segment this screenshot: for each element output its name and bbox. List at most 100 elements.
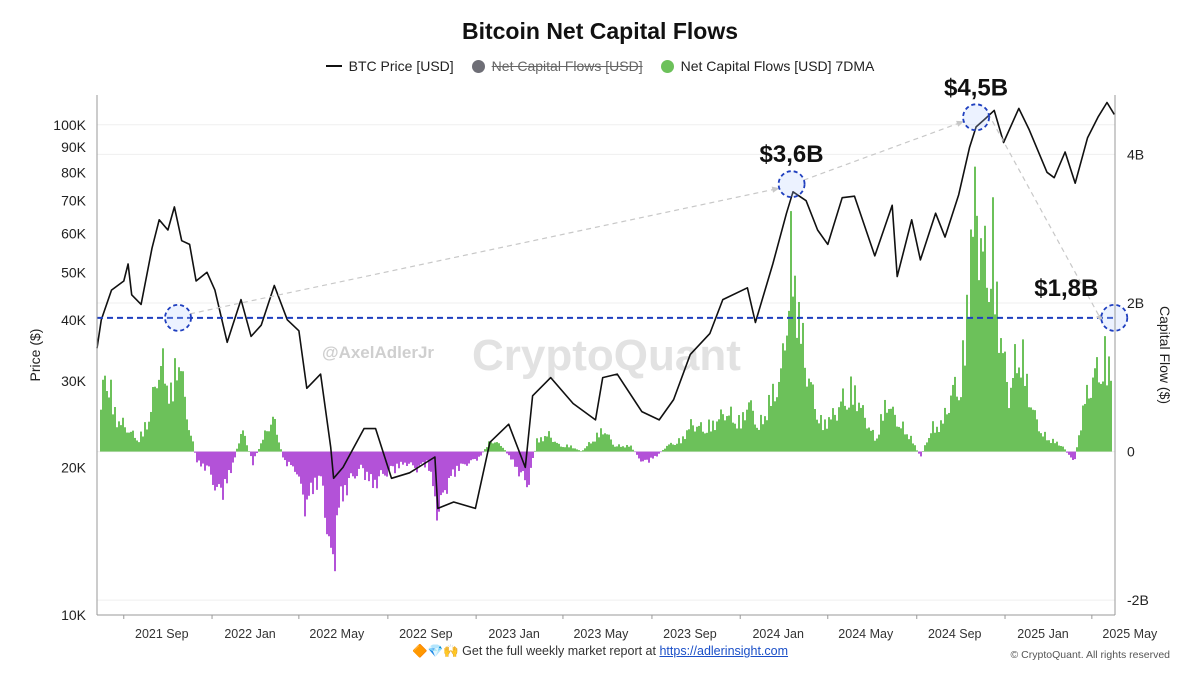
flow-bar [482,451,484,453]
flow-bar [1028,407,1030,452]
flow-bar [654,451,656,456]
flow-bar [872,429,874,452]
flow-bar [350,451,352,474]
flow-bar [506,451,508,454]
flow-bar [528,451,530,485]
flow-bar [498,443,500,452]
flow-bar [818,423,820,452]
flow-bar [408,451,410,464]
flow-bar [928,438,930,452]
flow-bar [668,444,670,452]
flow-bar [152,387,154,452]
x-tick-label: 2025 Jan [1017,627,1068,641]
flow-bar [966,294,968,452]
y-right-tick-label: 2B [1127,295,1144,311]
flow-bar [804,367,806,452]
flow-bar [628,446,630,452]
flow-bar [280,449,282,452]
flow-bar [658,451,660,454]
flow-bar [166,385,168,452]
flow-bar [958,400,960,452]
flow-bar [324,451,326,518]
flow-bar [836,420,838,452]
flow-bar [380,451,382,471]
flow-bar [590,443,592,452]
flow-bar [844,405,846,452]
flow-bar [830,419,832,452]
legend-dot-swatch [660,59,674,73]
annotation-circle [777,170,806,199]
flow-bar [936,426,938,452]
flow-bar [662,449,664,452]
flow-bar [184,396,186,452]
flow-bar [614,446,616,452]
flow-bar [388,451,390,470]
flow-bar [228,451,230,471]
legend-item-net-flows-7dma[interactable]: Net Capital Flows [USD] 7DMA [660,58,874,74]
flow-bar [570,445,572,452]
flow-bar [1014,344,1016,452]
flow-bar [1074,451,1076,460]
footer-link[interactable]: https://adlerinsight.com [659,644,789,658]
trend-arrow [803,120,965,181]
flow-bar [214,451,216,491]
flow-bar [826,428,828,452]
flow-bar [520,451,522,473]
legend-item-btc-price[interactable]: BTC Price [USD] [325,58,454,74]
flow-bar [918,451,920,454]
flow-bar [446,451,448,494]
flow-bar [612,444,614,452]
flow-bar [594,441,596,452]
flow-bar [186,419,188,452]
flow-bar [970,229,972,452]
flow-bar [620,446,622,452]
flow-bar [718,419,720,452]
flow-bar [216,451,218,487]
flow-bar [354,451,356,479]
flow-bar [200,451,202,467]
flow-bar [240,433,242,452]
flow-bar [112,414,114,452]
flow-bar [192,441,194,452]
flow-bar [1108,356,1110,452]
flow-bar [1006,381,1008,452]
flow-bar [762,424,764,452]
flow-bar [250,451,252,457]
legend-item-net-flows[interactable]: Net Capital Flows [USD] [471,58,643,74]
flow-bar [618,444,620,452]
flow-bar [978,280,980,452]
flow-bar [562,447,564,452]
flow-bar [254,451,256,457]
flow-bar [452,451,454,470]
legend-label: BTC Price [USD] [348,58,454,74]
flow-bar [442,451,444,493]
y-left-tick-label: 30K [61,373,87,389]
flow-bar [1030,407,1032,452]
flow-bar [574,448,576,452]
copyright: © CryptoQuant. All rights reserved [1010,649,1170,661]
flow-bar [288,451,290,462]
flow-bar [1042,436,1044,452]
flow-bar [502,447,504,452]
flow-bar [1008,408,1010,452]
flow-bar [624,447,626,452]
flow-bar [728,415,730,452]
flow-bar [412,451,414,466]
flow-bar [416,451,418,473]
flow-bar [464,451,466,465]
flow-bar [1020,377,1022,452]
flow-bar [986,287,988,452]
trend-arrow [987,112,1103,323]
flow-bar [366,451,368,472]
flow-bar [806,386,808,452]
flow-bar [130,431,132,452]
flow-bar [378,451,380,477]
flow-bar [906,434,908,452]
flow-bar [1022,339,1024,452]
flow-bars [100,166,1112,572]
flow-bar [840,401,842,452]
flow-bar [598,437,600,452]
flow-bar [454,451,456,477]
flow-bar [706,432,708,452]
y-left-tick-label: 70K [61,193,87,209]
